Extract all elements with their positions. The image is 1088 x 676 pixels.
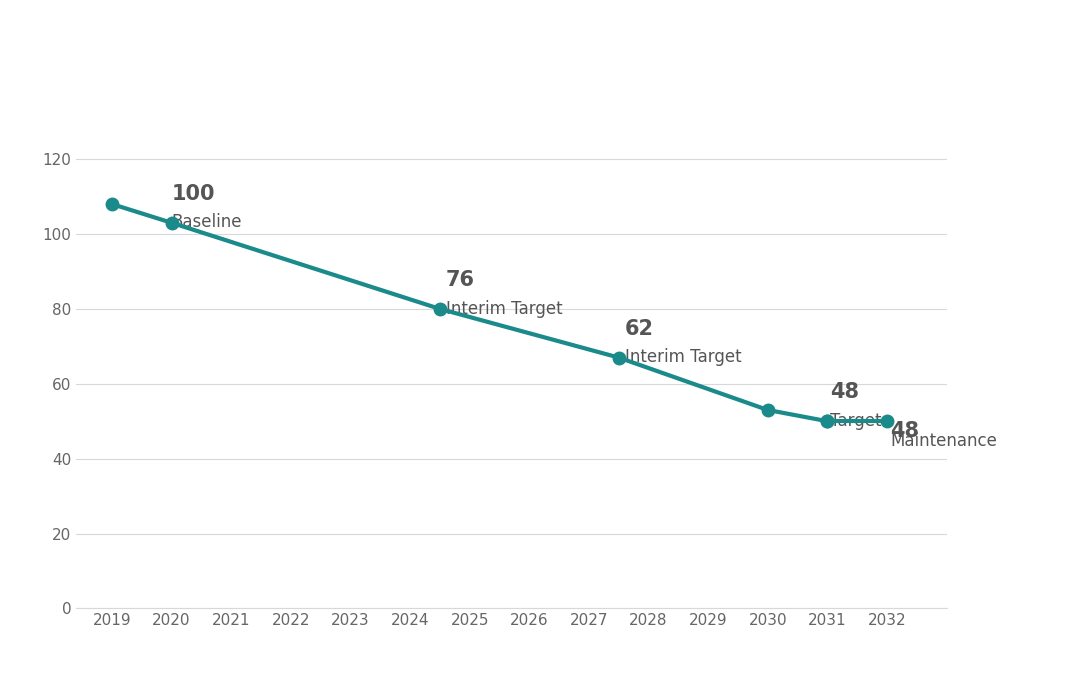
Text: Target: Target [830, 412, 881, 430]
Text: 62: 62 [625, 319, 654, 339]
Text: Targets and Maintenance: Targets and Maintenance [346, 32, 742, 59]
Text: 76: 76 [446, 270, 474, 290]
Text: Maintenance: Maintenance [890, 433, 997, 450]
Text: 48: 48 [890, 421, 919, 441]
Text: Interim Target: Interim Target [446, 299, 562, 318]
Text: Interim Target: Interim Target [625, 348, 741, 366]
Text: 48: 48 [830, 383, 860, 402]
Text: 100: 100 [172, 184, 215, 204]
Text: Baseline: Baseline [172, 214, 242, 231]
